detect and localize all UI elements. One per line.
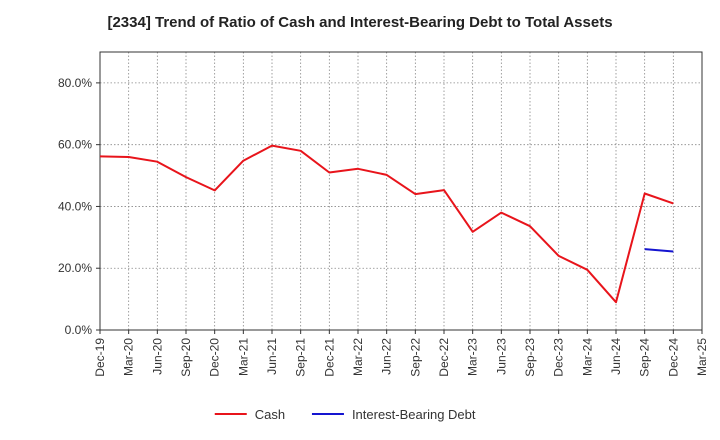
x-tick-label: Sep-20 <box>179 338 193 377</box>
x-tick-label: Sep-24 <box>638 338 652 377</box>
x-tick-label: Sep-21 <box>294 338 308 377</box>
y-tick-label: 40.0% <box>58 199 92 213</box>
x-tick-label: Mar-20 <box>122 338 136 376</box>
y-tick-label: 60.0% <box>58 138 92 152</box>
x-tick-label: Sep-23 <box>523 338 537 377</box>
y-tick-label: 20.0% <box>58 261 92 275</box>
plot-area <box>100 52 702 330</box>
x-tick-label: Dec-19 <box>93 338 107 377</box>
interest-bearing-debt-series-line <box>644 248 674 253</box>
x-tick-label: Mar-25 <box>695 338 709 376</box>
x-tick-label: Mar-22 <box>351 338 365 376</box>
x-tick-label: Mar-23 <box>466 338 480 376</box>
x-tick-label: Dec-20 <box>208 338 222 377</box>
x-tick-label: Jun-22 <box>380 338 394 375</box>
legend-label-cash: Cash <box>255 407 285 422</box>
plot-border <box>99 51 703 331</box>
chart-title: [2334] Trend of Ratio of Cash and Intere… <box>107 14 613 31</box>
legend-label-interest-bearing-debt: Interest-Bearing Debt <box>352 407 476 422</box>
x-tick-label: Dec-21 <box>322 338 336 377</box>
cash-series-line <box>99 144 674 304</box>
x-tick-label: Mar-21 <box>236 338 250 376</box>
x-tick-label: Dec-24 <box>666 338 680 377</box>
y-tick-label: 80.0% <box>58 76 92 90</box>
x-tick-label: Jun-24 <box>609 338 623 375</box>
x-tick-label: Dec-23 <box>552 338 566 377</box>
y-tick-label: 0.0% <box>65 323 93 337</box>
x-tick-label: Jun-20 <box>150 338 164 375</box>
x-tick-label: Mar-24 <box>580 338 594 376</box>
x-tick-label: Jun-21 <box>265 338 279 375</box>
x-tick-label: Jun-23 <box>494 338 508 375</box>
x-tick-label: Dec-22 <box>437 338 451 377</box>
x-tick-label: Sep-22 <box>408 338 422 377</box>
